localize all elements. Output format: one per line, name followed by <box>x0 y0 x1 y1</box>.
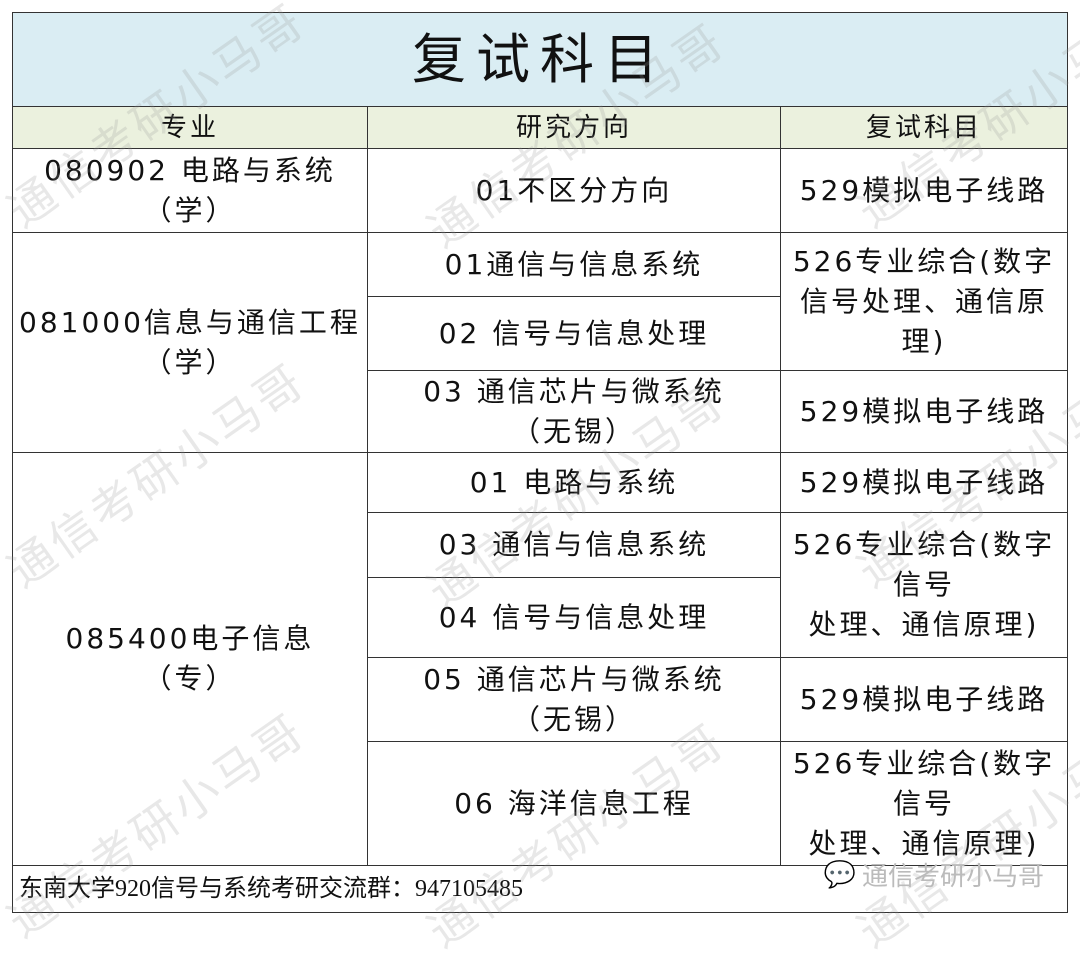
header-subject: 复试科目 <box>780 106 1068 149</box>
direction-cell: 02 信号与信息处理 <box>367 296 781 371</box>
header-major: 专业 <box>12 106 368 149</box>
subject-cell: 529模拟电子线路 <box>780 148 1068 233</box>
subject-cell: 529模拟电子线路 <box>780 370 1068 453</box>
major-cell: 081000信息与通信工程 （学） <box>12 232 368 453</box>
major-cell: 080902 电路与系统 （学） <box>12 148 368 233</box>
header-direction: 研究方向 <box>367 106 781 149</box>
wechat-logo: 💬 通信考研小马哥 <box>824 856 1044 893</box>
subject-cell: 526专业综合(数字 信号处理、通信原 理) <box>780 232 1068 371</box>
table-title: 复试科目 <box>12 12 1068 107</box>
subject-cell: 526专业综合(数字 信号 处理、通信原理) <box>780 512 1068 658</box>
direction-cell: 03 通信与信息系统 <box>367 512 781 578</box>
direction-cell: 03 通信芯片与微系统 （无锡） <box>367 370 781 453</box>
subject-cell: 526专业综合(数字 信号 处理、通信原理) <box>780 741 1068 866</box>
wechat-icon: 💬 <box>823 859 856 890</box>
major-cell: 085400电子信息 （专） <box>12 452 368 866</box>
direction-cell: 05 通信芯片与微系统 （无锡） <box>367 657 781 742</box>
footer-note: 东南大学920信号与系统考研交流群：947105485 <box>12 865 1068 913</box>
direction-cell: 01不区分方向 <box>367 148 781 233</box>
logo-text: 通信考研小马哥 <box>861 862 1044 892</box>
direction-cell: 06 海洋信息工程 <box>367 741 781 866</box>
subject-cell: 529模拟电子线路 <box>780 657 1068 742</box>
direction-cell: 01通信与信息系统 <box>367 232 781 297</box>
direction-cell: 01 电路与系统 <box>367 452 781 513</box>
direction-cell: 04 信号与信息处理 <box>367 577 781 658</box>
subject-cell: 529模拟电子线路 <box>780 452 1068 513</box>
